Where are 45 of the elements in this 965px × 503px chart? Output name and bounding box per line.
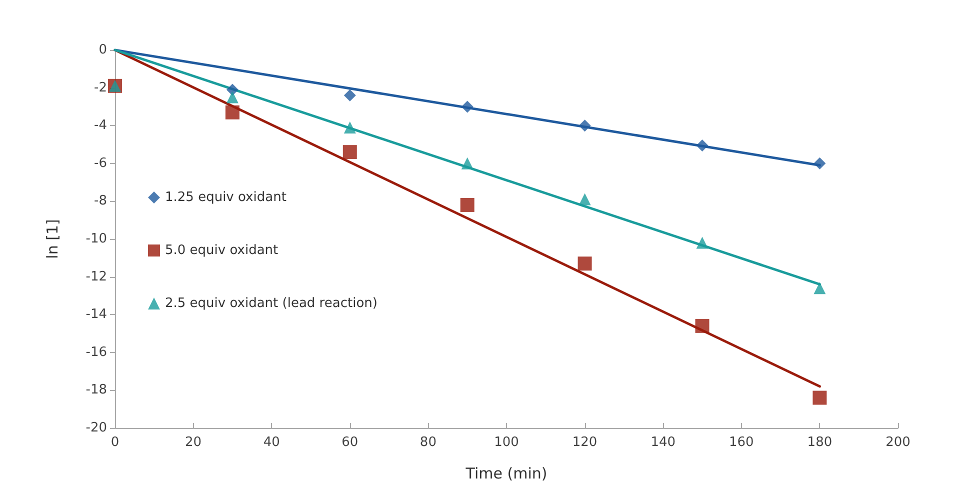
y-tick-label: -4 (94, 118, 107, 134)
x-tick-label: 80 (420, 435, 436, 450)
point (578, 120, 591, 132)
point (696, 139, 708, 152)
point (814, 282, 826, 294)
y-tick-label: -12 (86, 269, 107, 284)
point (460, 198, 474, 212)
y-tick-label: -20 (86, 420, 107, 436)
y-tick-label: -2 (94, 80, 107, 96)
x-tick-label: 120 (572, 435, 598, 450)
point (578, 256, 592, 271)
x-tick-label: 40 (263, 435, 280, 450)
legend-label: 2.5 equiv oxidant (lead reaction) (165, 296, 378, 311)
x-tick-label: 140 (650, 435, 676, 450)
point (342, 145, 357, 160)
y-tick-label: 0 (98, 42, 107, 58)
point (344, 89, 356, 102)
point (814, 157, 826, 170)
legend-label: 5.0 equiv oxidant (165, 243, 278, 258)
point (812, 390, 827, 405)
x-axis-title: Time (min) (464, 464, 548, 482)
point (578, 193, 591, 206)
x-tick-label: 100 (494, 435, 519, 450)
y-tick-label: -18 (86, 382, 107, 398)
y-tick-label: -8 (94, 194, 107, 209)
point (344, 121, 356, 134)
x-tick-label: 180 (807, 435, 832, 450)
x-tick-label: 160 (728, 435, 754, 450)
x-tick-label: 200 (886, 435, 910, 450)
x-tick-label: 20 (185, 435, 202, 450)
y-tick-label: -10 (86, 232, 107, 246)
x-tick-label: 60 (342, 435, 358, 450)
y-tick-label: -6 (94, 156, 107, 171)
point (461, 100, 474, 113)
point (461, 157, 474, 170)
x-tick-label: 0 (110, 435, 120, 450)
point (225, 105, 240, 120)
point (226, 84, 238, 96)
point (696, 236, 708, 249)
point (695, 318, 710, 333)
point (226, 91, 238, 104)
y-tick-label: -16 (86, 344, 107, 360)
y-tick-label: -14 (86, 307, 107, 322)
y-axis-title: ln [1] (44, 219, 62, 259)
legend-label: 1.25 equiv oxidant (165, 190, 286, 205)
